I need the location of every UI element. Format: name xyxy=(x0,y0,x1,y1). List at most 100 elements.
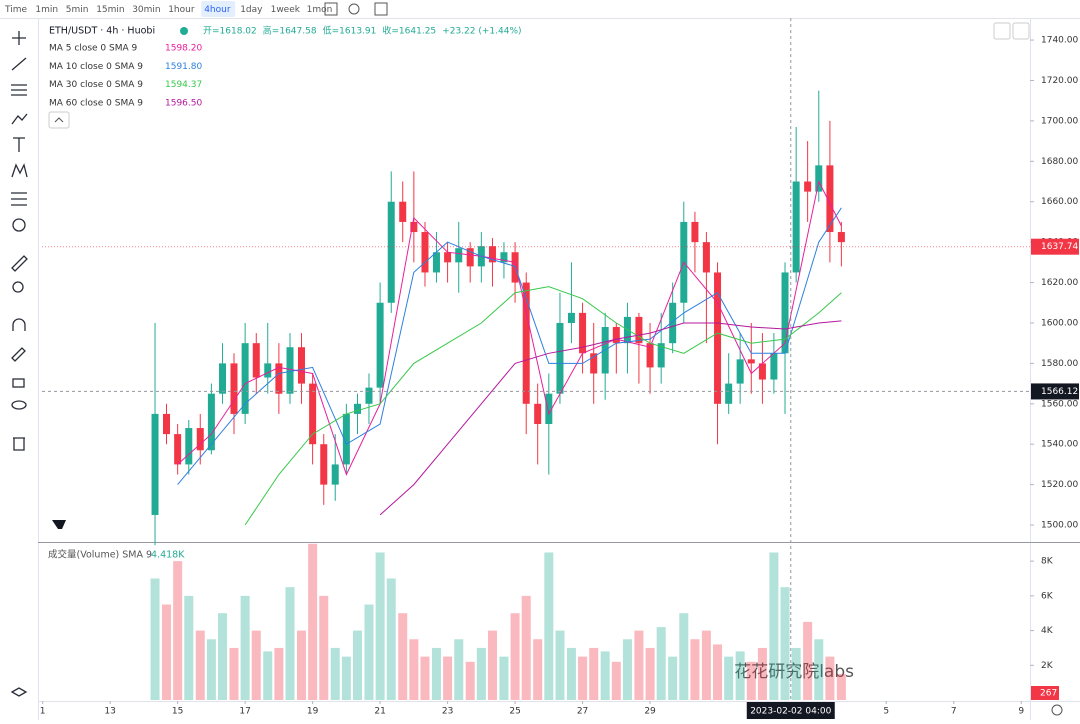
candle-body xyxy=(781,272,789,354)
candle-body xyxy=(410,221,418,233)
interval-button[interactable]: 4hour xyxy=(204,5,231,15)
layers-tool[interactable] xyxy=(10,687,28,697)
interval-button[interactable]: 1min xyxy=(35,5,58,15)
candle-body xyxy=(669,302,677,344)
x-tick-label: 9 xyxy=(1018,707,1024,717)
volume-current-label: 267 xyxy=(1040,689,1057,699)
volume-bar xyxy=(195,630,205,700)
magnet-tool[interactable] xyxy=(12,318,26,331)
fullscreen-button[interactable] xyxy=(1012,22,1030,40)
chart-title: ETH/USDT · 4h · Huobi xyxy=(49,26,155,37)
collapse-legend[interactable] xyxy=(48,111,70,129)
zoom-tool[interactable] xyxy=(12,281,24,293)
volume-bar xyxy=(476,647,486,700)
lock-tool[interactable] xyxy=(12,378,25,388)
interval-button[interactable]: 5min xyxy=(66,5,89,15)
chart-controls xyxy=(48,2,1063,716)
candle-body xyxy=(488,246,496,263)
interval-button[interactable]: 15min xyxy=(96,5,124,15)
ohlc-value: +23.22 (+1.44%) xyxy=(442,27,521,37)
candle-body xyxy=(376,302,384,388)
interval-button[interactable]: 1mon xyxy=(307,5,333,15)
pattern-tool[interactable] xyxy=(11,163,28,178)
interval-button: Time xyxy=(4,5,27,15)
candle-body xyxy=(612,327,620,344)
volume-bar xyxy=(735,651,745,700)
volume-bar xyxy=(668,656,678,700)
candle-body xyxy=(590,353,598,374)
legend-name: MA 10 close 0 SMA 9 xyxy=(49,62,143,72)
volume-bar xyxy=(240,595,250,700)
crosshair-time-box xyxy=(746,702,835,719)
interval-button[interactable]: 1day xyxy=(240,5,263,15)
x-tick-label: 25 xyxy=(509,707,520,717)
icon-tool[interactable] xyxy=(12,218,26,232)
legend-name: MA 60 close 0 SMA 9 xyxy=(49,98,143,108)
fib-tool[interactable] xyxy=(11,84,27,96)
y-tick-label: 1620.00 xyxy=(1041,278,1078,288)
compare-button[interactable] xyxy=(324,2,338,16)
crosshair-price-box xyxy=(1031,383,1079,400)
settings-button[interactable] xyxy=(348,3,360,15)
screenshot-button[interactable] xyxy=(374,2,388,16)
legend-value: 1591.80 xyxy=(165,62,202,72)
measure-tool[interactable] xyxy=(11,255,28,272)
text-tool[interactable] xyxy=(13,137,25,152)
volume-bar xyxy=(263,651,273,700)
candle-body xyxy=(826,165,834,233)
volume-bar xyxy=(375,552,385,700)
volume-tick-label: 8K xyxy=(1041,557,1054,567)
y-tick-label: 1600.00 xyxy=(1041,318,1078,328)
volume-bar xyxy=(521,595,531,700)
legend-name: MA 5 close 0 SMA 9 xyxy=(49,44,137,54)
visibility-tool[interactable] xyxy=(11,400,27,410)
settings-gear[interactable] xyxy=(1051,704,1063,716)
volume-bar xyxy=(622,639,632,700)
candle-body xyxy=(792,181,800,273)
brush-tool[interactable] xyxy=(11,113,28,125)
y-tick-label: 1740.00 xyxy=(1041,36,1078,46)
interval-button[interactable]: 1hour xyxy=(168,5,195,15)
candle-body xyxy=(331,464,339,485)
volume-bar xyxy=(836,673,846,700)
candle-body xyxy=(320,444,328,485)
ma-line xyxy=(244,286,842,526)
interval-button[interactable]: 1week xyxy=(271,5,301,15)
delete-tool[interactable] xyxy=(13,437,25,451)
volume-bar xyxy=(443,656,453,700)
last-price-box xyxy=(1031,238,1079,255)
x-tick-label: 5 xyxy=(883,707,889,717)
x-tick-label: 27 xyxy=(577,707,588,717)
volume-bar xyxy=(499,656,509,700)
crosshair-tool[interactable] xyxy=(12,31,26,45)
candle-body xyxy=(758,363,766,380)
volume-bar xyxy=(251,630,261,700)
volume-bar xyxy=(656,627,666,700)
candle-body xyxy=(579,312,587,354)
ohlc-value: 开=1618.02 xyxy=(203,26,257,37)
trendline-tool[interactable] xyxy=(11,57,27,71)
interval-button[interactable]: 30min xyxy=(132,5,160,15)
tv-logo xyxy=(52,520,66,529)
volume-bar xyxy=(352,630,362,700)
volume-bar xyxy=(713,644,723,700)
candle-body xyxy=(196,428,204,451)
ohlc-value: 收=1641.25 xyxy=(382,25,436,37)
volume-bar xyxy=(791,647,801,700)
draw-mode-tool[interactable] xyxy=(11,347,26,362)
volume-bar xyxy=(162,604,172,700)
candle-body xyxy=(736,359,744,384)
candle-body xyxy=(567,312,575,323)
volume-bar xyxy=(814,639,824,700)
candle-body xyxy=(286,347,294,394)
scroll-button[interactable] xyxy=(993,22,1011,40)
volume-bar xyxy=(184,595,194,700)
candle-body xyxy=(725,383,733,404)
volume-bar xyxy=(803,621,813,700)
volume-bar xyxy=(645,647,655,700)
candle-body xyxy=(444,252,452,263)
candle-body xyxy=(353,403,361,414)
prediction-tool[interactable] xyxy=(11,192,27,206)
candle-body xyxy=(151,413,159,515)
